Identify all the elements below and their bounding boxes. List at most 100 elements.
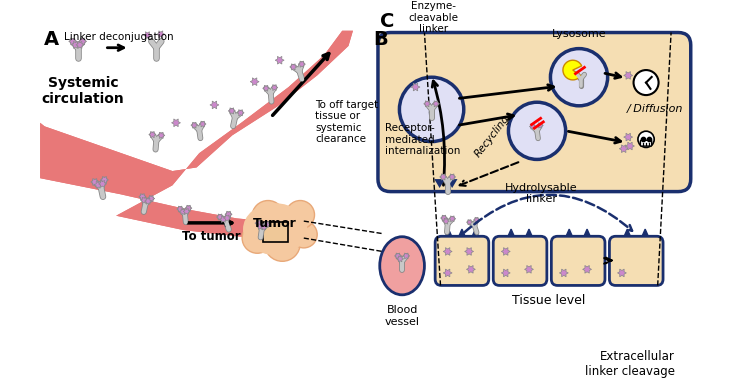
Circle shape	[550, 49, 607, 106]
Polygon shape	[397, 256, 404, 262]
Circle shape	[634, 70, 659, 95]
Text: Hydrolysable
linker: Hydrolysable linker	[505, 183, 577, 204]
Polygon shape	[255, 220, 262, 226]
Text: To tumor: To tumor	[183, 230, 241, 243]
Polygon shape	[260, 224, 268, 230]
Polygon shape	[94, 181, 102, 188]
Polygon shape	[177, 206, 183, 212]
Polygon shape	[472, 229, 479, 236]
Polygon shape	[525, 266, 534, 273]
Polygon shape	[619, 145, 628, 153]
Circle shape	[290, 221, 317, 248]
Polygon shape	[508, 229, 514, 236]
Polygon shape	[526, 229, 532, 236]
Polygon shape	[156, 31, 164, 38]
Polygon shape	[250, 78, 259, 86]
FancyBboxPatch shape	[262, 222, 288, 242]
Polygon shape	[216, 214, 224, 220]
Text: Receptor-
mediated
internalization: Receptor- mediated internalization	[385, 123, 461, 156]
Polygon shape	[411, 83, 420, 91]
Polygon shape	[501, 248, 510, 255]
Polygon shape	[559, 269, 568, 277]
Polygon shape	[439, 174, 447, 180]
Polygon shape	[445, 229, 452, 236]
Polygon shape	[642, 229, 648, 236]
Polygon shape	[449, 174, 455, 180]
FancyBboxPatch shape	[435, 236, 489, 285]
Polygon shape	[191, 122, 197, 128]
Polygon shape	[583, 266, 591, 273]
Polygon shape	[624, 71, 632, 79]
Circle shape	[638, 131, 654, 147]
Text: / Diffusion: / Diffusion	[627, 105, 683, 114]
Polygon shape	[228, 108, 235, 114]
Text: Linker deconjugation: Linker deconjugation	[64, 32, 174, 42]
Polygon shape	[91, 179, 99, 185]
Polygon shape	[626, 142, 635, 150]
Text: A: A	[44, 30, 59, 49]
Polygon shape	[624, 229, 630, 236]
FancyBboxPatch shape	[493, 236, 547, 285]
Text: C: C	[379, 12, 394, 31]
Polygon shape	[403, 253, 409, 259]
Text: B: B	[374, 30, 388, 49]
Polygon shape	[262, 86, 270, 91]
Polygon shape	[210, 101, 219, 109]
Polygon shape	[263, 222, 270, 227]
Circle shape	[252, 201, 284, 233]
Text: To off target
tissue or
systemic
clearance: To off target tissue or systemic clearan…	[315, 100, 379, 144]
Polygon shape	[40, 31, 353, 242]
Polygon shape	[158, 132, 165, 138]
Polygon shape	[624, 133, 632, 141]
Polygon shape	[172, 119, 181, 127]
Polygon shape	[474, 217, 480, 223]
Polygon shape	[220, 216, 227, 222]
Text: Tissue level: Tissue level	[512, 294, 586, 307]
Polygon shape	[99, 180, 107, 187]
Polygon shape	[501, 269, 510, 277]
Text: Lysosome: Lysosome	[552, 29, 606, 39]
Polygon shape	[529, 124, 536, 129]
Polygon shape	[618, 269, 626, 277]
Text: Tumor: Tumor	[254, 217, 297, 230]
Polygon shape	[289, 64, 297, 70]
Polygon shape	[466, 266, 475, 273]
Text: Recycling: Recycling	[473, 113, 512, 159]
Polygon shape	[271, 85, 278, 90]
Polygon shape	[275, 56, 284, 64]
Polygon shape	[79, 38, 87, 45]
Circle shape	[242, 223, 273, 253]
Polygon shape	[443, 248, 452, 255]
Polygon shape	[449, 216, 455, 222]
Polygon shape	[447, 179, 458, 188]
Polygon shape	[584, 229, 590, 236]
Polygon shape	[443, 269, 452, 277]
Polygon shape	[434, 179, 445, 188]
Polygon shape	[466, 220, 472, 225]
Polygon shape	[139, 193, 146, 200]
Polygon shape	[257, 223, 264, 230]
Polygon shape	[72, 41, 80, 48]
FancyArrowPatch shape	[464, 195, 632, 233]
Circle shape	[399, 77, 463, 142]
Wedge shape	[563, 60, 582, 80]
Polygon shape	[442, 218, 450, 224]
Polygon shape	[179, 209, 186, 215]
Polygon shape	[76, 41, 84, 48]
Polygon shape	[566, 229, 572, 236]
Circle shape	[286, 201, 314, 229]
Polygon shape	[537, 123, 543, 128]
Ellipse shape	[379, 237, 425, 295]
Polygon shape	[465, 248, 474, 255]
Text: Systemic
circulation: Systemic circulation	[42, 76, 124, 106]
Text: Enzyme-
cleavable
linker: Enzyme- cleavable linker	[409, 1, 458, 34]
Polygon shape	[441, 215, 447, 221]
Polygon shape	[145, 198, 152, 204]
FancyBboxPatch shape	[610, 236, 663, 285]
Polygon shape	[424, 101, 431, 107]
Polygon shape	[185, 205, 192, 211]
FancyBboxPatch shape	[551, 236, 605, 285]
FancyBboxPatch shape	[640, 140, 652, 146]
Circle shape	[265, 226, 300, 261]
Polygon shape	[433, 101, 439, 107]
